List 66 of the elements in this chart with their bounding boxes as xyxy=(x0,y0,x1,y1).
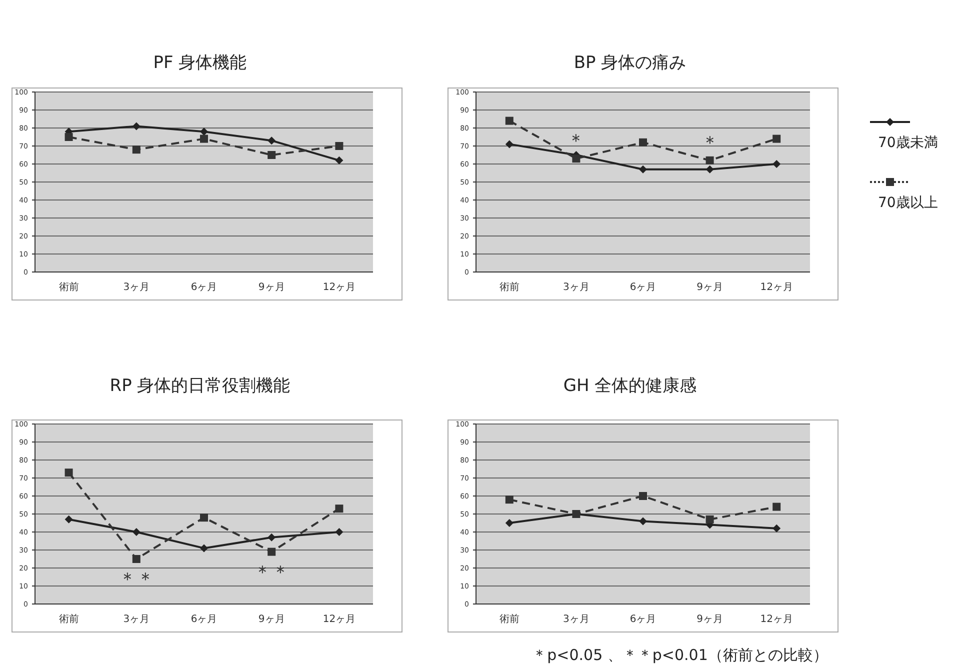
chart-title: RP 身体的日常役割機能 xyxy=(110,376,290,396)
point xyxy=(505,496,514,504)
point xyxy=(268,136,276,145)
x-tick-label: 術前 xyxy=(499,613,520,625)
point xyxy=(639,165,647,174)
point xyxy=(268,533,276,542)
point xyxy=(335,504,344,513)
point xyxy=(572,154,580,163)
x-tick-label: 6ヶ月 xyxy=(630,282,656,293)
point xyxy=(132,146,140,154)
x-tick-label: 12ヶ月 xyxy=(760,282,793,293)
point xyxy=(335,156,344,164)
point xyxy=(64,133,73,141)
x-tick-label: 3ヶ月 xyxy=(563,282,590,293)
point xyxy=(772,502,781,511)
x-tick-label: 6ヶ月 xyxy=(190,282,218,293)
legend-label: 70歳以上 xyxy=(878,195,938,211)
point xyxy=(335,528,344,536)
x-tick-label: 9ヶ月 xyxy=(258,614,285,625)
x-tick-label: 12ヶ月 xyxy=(322,282,356,293)
point xyxy=(268,151,276,159)
text: ＊p<0.05 、＊＊p<0.01（術前との比較） xyxy=(532,646,828,664)
chart-title: GH 全体的健康感 xyxy=(563,376,697,396)
x-tick-label: 術前 xyxy=(499,281,520,293)
x-tick-label: 3ヶ月 xyxy=(563,614,590,625)
annotation: ＊＊ xyxy=(254,562,290,583)
x-tick-label: 6ヶ月 xyxy=(630,614,656,625)
point xyxy=(706,165,714,174)
x-tick-label: 9ヶ月 xyxy=(696,282,723,293)
point xyxy=(706,156,714,164)
chart-title: PF 身体機能 xyxy=(153,53,247,73)
x-tick-label: 9ヶ月 xyxy=(696,614,723,625)
point xyxy=(200,128,208,136)
point xyxy=(772,524,781,532)
point xyxy=(639,492,647,500)
point xyxy=(64,468,73,477)
point xyxy=(772,160,781,168)
point xyxy=(772,134,781,143)
point xyxy=(200,544,208,552)
x-tick-label: 6ヶ月 xyxy=(190,614,218,625)
point xyxy=(132,528,140,536)
x-tick-label: 術前 xyxy=(58,281,79,293)
point xyxy=(200,514,208,522)
x-tick-label: 3ヶ月 xyxy=(123,282,150,293)
annotation: ＊ xyxy=(567,130,586,152)
point xyxy=(132,122,140,130)
point xyxy=(132,555,140,563)
x-tick-label: 12ヶ月 xyxy=(322,614,356,625)
x-tick-label: 3ヶ月 xyxy=(123,614,150,625)
x-tick-label: 9ヶ月 xyxy=(258,282,285,293)
point xyxy=(505,116,514,125)
point xyxy=(335,142,344,150)
point xyxy=(268,548,276,556)
point xyxy=(505,140,514,148)
point xyxy=(706,515,714,524)
x-tick-label: 12ヶ月 xyxy=(760,614,793,625)
point xyxy=(505,519,514,527)
point xyxy=(200,134,208,143)
annotation: ＊＊ xyxy=(118,569,154,590)
x-tick-label: 術前 xyxy=(58,613,79,625)
legend-label: 70歳未満 xyxy=(878,135,938,151)
point xyxy=(639,138,647,146)
chart-title: BP 身体の痛み xyxy=(574,53,686,73)
point xyxy=(639,517,647,526)
point xyxy=(64,515,73,524)
annotation: ＊ xyxy=(700,132,719,154)
